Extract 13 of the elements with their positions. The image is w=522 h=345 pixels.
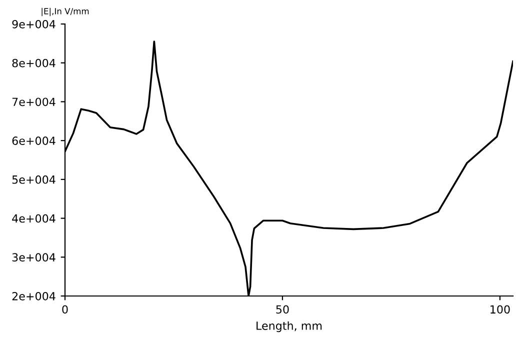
- y-tick-label: 6e+004: [12, 136, 56, 145]
- y-tick-label: 7e+004: [12, 98, 56, 106]
- y-tick-label: 9e+004: [12, 20, 56, 28]
- x-tick-label: 0: [62, 305, 68, 314]
- y-tick-label: 2e+004: [12, 292, 56, 300]
- y-axis-title: |E|,In V/mm: [42, 8, 89, 16]
- x-tick-label: 50: [276, 305, 289, 314]
- y-tick-label: 5e+004: [12, 175, 56, 184]
- x-axis-title: Length, mm: [256, 321, 322, 332]
- x-tick-label: 100: [490, 305, 510, 314]
- y-tick-label: 4e+004: [12, 214, 56, 223]
- y-tick-label: 8e+004: [12, 58, 56, 68]
- y-tick-label: 3e+004: [12, 253, 56, 262]
